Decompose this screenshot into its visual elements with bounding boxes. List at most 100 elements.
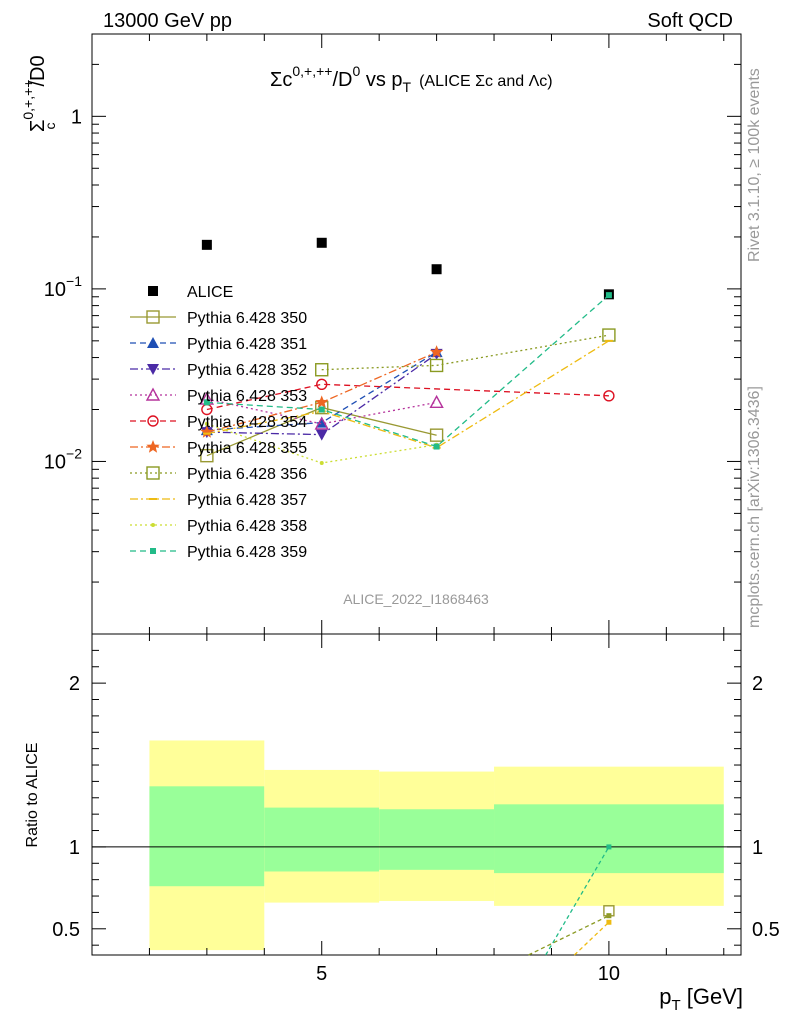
series-line-8 <box>206 340 610 449</box>
series-3-point-1 <box>315 429 328 441</box>
series-7 <box>315 328 616 377</box>
series-10-point-3 <box>605 292 612 299</box>
series-7-point-2 <box>602 328 616 342</box>
legend-entry-2: Pythia 6.428 351 <box>130 336 307 353</box>
ratio-band-green-2 <box>379 809 495 870</box>
series-5-point-0 <box>201 403 213 416</box>
series-0-point-2 <box>431 264 442 275</box>
series-1-point-2 <box>429 428 444 442</box>
ratio-series <box>528 844 615 956</box>
legend-marker-0 <box>148 286 158 296</box>
ratio-point-1 <box>606 919 612 925</box>
data-series <box>199 237 616 465</box>
ratio-series-0 <box>528 913 612 956</box>
series-0 <box>201 237 614 300</box>
series-6-point-1 <box>315 395 329 408</box>
legend-entry-9: Pythia 6.428 358 <box>130 518 307 535</box>
series-10-point-0 <box>203 399 210 406</box>
header-right: Soft QCD <box>647 10 733 32</box>
legend-label-0: ALICE <box>187 284 233 301</box>
axis-ticks: 5 10 10−2 10−1 1 0.5 0.5 1 1 2 2 <box>44 33 780 985</box>
legend-label-10: Pythia 6.428 359 <box>187 544 307 561</box>
legend: ALICE Pythia 6.428 350 Pythia 6.428 351 Pyt… <box>130 284 307 561</box>
legend-marker-1 <box>146 310 160 324</box>
header-left: 13000 GeV pp <box>103 10 232 32</box>
legend-label-2: Pythia 6.428 351 <box>187 336 307 353</box>
series-0-point-0 <box>201 239 212 250</box>
plot-title: Σc0,+,++/D0 vs pT (ALICE Σc and Λc) <box>270 63 553 95</box>
ratio-series-2 <box>603 905 615 917</box>
legend-label-7: Pythia 6.428 356 <box>187 466 307 483</box>
legend-entry-1: Pythia 6.428 350 <box>130 310 307 327</box>
ratio-series-3 <box>545 844 612 956</box>
series-line-10 <box>206 294 610 448</box>
legend-entry-4: Pythia 6.428 353 <box>130 387 307 405</box>
y-tick-label-0: 10−2 <box>44 445 82 473</box>
ratio-y-tick-label-right-0: 0.5 <box>752 919 780 941</box>
ratio-y-tick-label-right-1: 1 <box>752 837 763 859</box>
legend-label-5: Pythia 6.428 354 <box>187 414 307 431</box>
legend-entry-10: Pythia 6.428 359 <box>130 544 307 561</box>
series-6-point-0 <box>200 425 214 438</box>
legend-label-3: Pythia 6.428 352 <box>187 362 307 379</box>
series-10-point-2 <box>433 443 440 450</box>
ratio-band-green-3 <box>494 804 724 874</box>
plot-frames <box>91 33 742 956</box>
series-line-7 <box>321 334 610 371</box>
legend-label-4: Pythia 6.428 353 <box>187 388 307 405</box>
x-tick-label-5: 5 <box>316 963 327 985</box>
ratio-point-3 <box>606 844 612 850</box>
rivet-version-label: Rivet 3.1.10, ≥ 100k events <box>746 68 763 262</box>
ratio-point-2 <box>603 905 615 917</box>
y-axis-label: Σ0,+,++c/D0 <box>20 55 58 132</box>
series-4-point-1 <box>314 416 329 430</box>
legend-marker-5 <box>147 415 159 427</box>
series-6 <box>200 345 444 438</box>
x-axis-label: pT [GeV] <box>659 984 743 1014</box>
series-7-point-0 <box>315 363 329 377</box>
series-5-point-2 <box>603 390 615 402</box>
ratio-line-1 <box>573 921 610 956</box>
ratio-y-tick-label-0: 0.5 <box>52 919 80 941</box>
series-line-4 <box>206 398 437 425</box>
legend-marker-10 <box>150 548 156 554</box>
ratio-bands <box>92 740 741 951</box>
ratio-y-tick-label-right-2: 2 <box>752 673 763 695</box>
analysis-watermark: ALICE_2022_I1868463 <box>343 591 489 607</box>
ratio-frame <box>91 633 742 956</box>
legend-marker-3 <box>147 364 159 375</box>
ratio-line-0 <box>528 915 610 956</box>
x-tick-label-10: 10 <box>598 963 620 985</box>
y-tick-label-1: 10−1 <box>44 273 82 301</box>
legend-label-1: Pythia 6.428 350 <box>187 310 307 327</box>
mcplots-label: mcplots.cern.ch [arXiv:1306.3436] <box>746 386 763 628</box>
legend-marker-6 <box>146 440 160 453</box>
ratio-y-tick-label-2: 2 <box>69 673 80 695</box>
series-6-point-2 <box>429 345 444 358</box>
ratio-series-1 <box>573 919 612 956</box>
series-0-point-1 <box>316 237 327 248</box>
series-5-point-1 <box>316 378 328 390</box>
legend-entry-5: Pythia 6.428 354 <box>130 414 307 431</box>
legend-label-6: Pythia 6.428 355 <box>187 440 307 457</box>
legend-label-8: Pythia 6.428 357 <box>187 492 307 509</box>
legend-marker-2 <box>147 337 159 348</box>
series-10-point-1 <box>318 406 325 413</box>
legend-marker-9 <box>151 523 155 527</box>
y-tick-label-2: 1 <box>71 106 82 128</box>
legend-marker-4 <box>145 387 161 401</box>
series-9-point-1 <box>319 460 324 465</box>
series-9-point-0 <box>204 421 209 426</box>
legend-marker-7 <box>146 466 160 480</box>
ratio-y-tick-label-1: 1 <box>69 837 80 859</box>
legend-entry-0: ALICE <box>148 284 233 301</box>
legend-entry-8: Pythia 6.428 357 <box>130 492 307 509</box>
legend-entry-3: Pythia 6.428 352 <box>130 362 307 379</box>
series-1-point-0 <box>200 448 214 463</box>
ratio-band-green-0 <box>149 786 265 887</box>
series-4-point-2 <box>429 394 444 409</box>
ratio-y-label: Ratio to ALICE <box>24 743 41 848</box>
series-7-point-1 <box>429 358 444 373</box>
ratio-band-green-1 <box>264 807 380 872</box>
